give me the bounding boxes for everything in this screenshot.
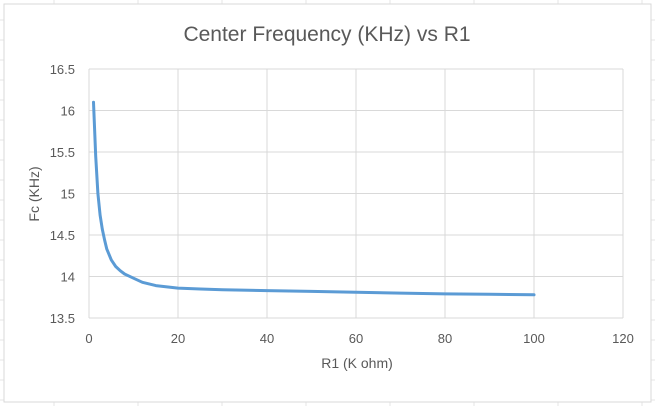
- y-tick-label: 14.5: [50, 228, 75, 243]
- y-axis-ticks: 13.5 14 14.5 15 15.5 16 16.5: [50, 62, 75, 326]
- x-tick-label: 20: [171, 331, 185, 346]
- y-tick-label: 16: [61, 104, 75, 119]
- y-tick-label: 16.5: [50, 62, 75, 77]
- x-axis-title: R1 (K ohm): [321, 355, 393, 371]
- gridlines: [88, 68, 624, 319]
- series-layer: [92, 100, 536, 297]
- x-tick-label: 120: [612, 331, 634, 346]
- y-axis-title: Fc (KHz): [26, 166, 42, 221]
- series-line: [92, 100, 536, 297]
- y-tick-label: 15: [61, 187, 75, 202]
- x-axis-ticks: 0 20 40 60 80 100 120: [85, 331, 633, 346]
- x-tick-label: 60: [349, 331, 363, 346]
- y-tick-label: 13.5: [50, 311, 75, 326]
- x-tick-label: 0: [85, 331, 92, 346]
- y-tick-label: 14: [61, 270, 75, 285]
- x-tick-label: 80: [438, 331, 452, 346]
- chart-title: Center Frequency (KHz) vs R1: [183, 23, 470, 46]
- chart-background: [3, 3, 652, 403]
- x-tick-label: 100: [523, 331, 545, 346]
- x-tick-label: 40: [260, 331, 274, 346]
- y-tick-label: 15.5: [50, 145, 75, 160]
